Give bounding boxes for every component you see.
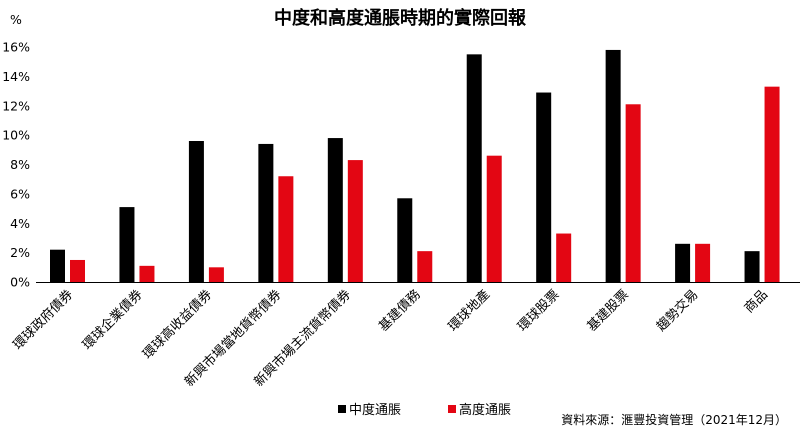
- bar-moderate: [675, 243, 691, 282]
- source-note: 資料來源：滙豐投資管理（2021年12月）: [561, 412, 787, 427]
- bar-high: [278, 176, 294, 282]
- legend-swatch: [338, 405, 346, 413]
- bar-high: [70, 259, 85, 282]
- bar-moderate: [258, 143, 274, 282]
- x-tick-label: 趨勢交易: [653, 287, 701, 335]
- bar-high: [208, 267, 224, 282]
- legend-label: 中度通脹: [349, 402, 401, 418]
- legend: 中度通脹 高度通脹: [338, 402, 511, 418]
- x-tick-label: 基建股票: [585, 287, 632, 334]
- bar-high: [417, 251, 433, 282]
- bar-high: [486, 155, 502, 282]
- y-tick-label: 12%: [2, 98, 30, 113]
- x-tick-label: 環球企業債券: [79, 287, 145, 353]
- y-tick-label: 8%: [10, 157, 30, 172]
- bar-moderate: [327, 138, 343, 282]
- bar-moderate: [536, 92, 552, 282]
- y-tick-label: 4%: [10, 216, 30, 231]
- bar-moderate: [50, 249, 65, 282]
- bar-moderate: [744, 251, 760, 282]
- y-tick-label: 10%: [2, 128, 30, 143]
- x-tick-label: 環球政府債券: [10, 287, 76, 353]
- x-tick-label: 環球股票: [515, 287, 562, 334]
- y-tick-label: 16%: [2, 40, 30, 55]
- x-tick-label: 環球高收益債券: [140, 287, 216, 363]
- bars: [50, 49, 780, 282]
- y-axis-unit: %: [10, 12, 22, 27]
- bar-moderate: [119, 207, 135, 282]
- legend-swatch: [448, 405, 456, 413]
- y-tick-label: 2%: [10, 245, 30, 260]
- y-axis: 0% 2% 4% 6% 8% 10% 12% 14% 16%: [2, 40, 30, 290]
- y-tick-label: 0%: [10, 275, 30, 290]
- x-tick-label: 商品: [742, 287, 771, 316]
- y-tick-label: 6%: [10, 186, 30, 201]
- legend-label: 高度通脹: [459, 402, 511, 418]
- y-tick-label: 14%: [2, 69, 30, 84]
- bar-moderate: [605, 49, 621, 282]
- bar-moderate: [466, 54, 482, 282]
- bar-high: [625, 104, 641, 282]
- bar-high: [139, 265, 155, 282]
- x-tick-label: 基建債務: [376, 287, 423, 334]
- chart-title: 中度和高度通脹時期的實際回報: [274, 7, 527, 29]
- bar-high: [695, 243, 711, 282]
- bar-high: [347, 160, 363, 282]
- bar-high: [556, 233, 572, 282]
- bar-high: [764, 86, 780, 282]
- x-axis: 環球政府債券 環球企業債券環球高收益債券新興市場當地貨幣債券新興市場主流貨幣債券基…: [10, 287, 771, 390]
- bar-moderate: [397, 198, 413, 282]
- x-tick-label: 環球地產: [445, 287, 493, 335]
- bar-moderate: [188, 141, 204, 282]
